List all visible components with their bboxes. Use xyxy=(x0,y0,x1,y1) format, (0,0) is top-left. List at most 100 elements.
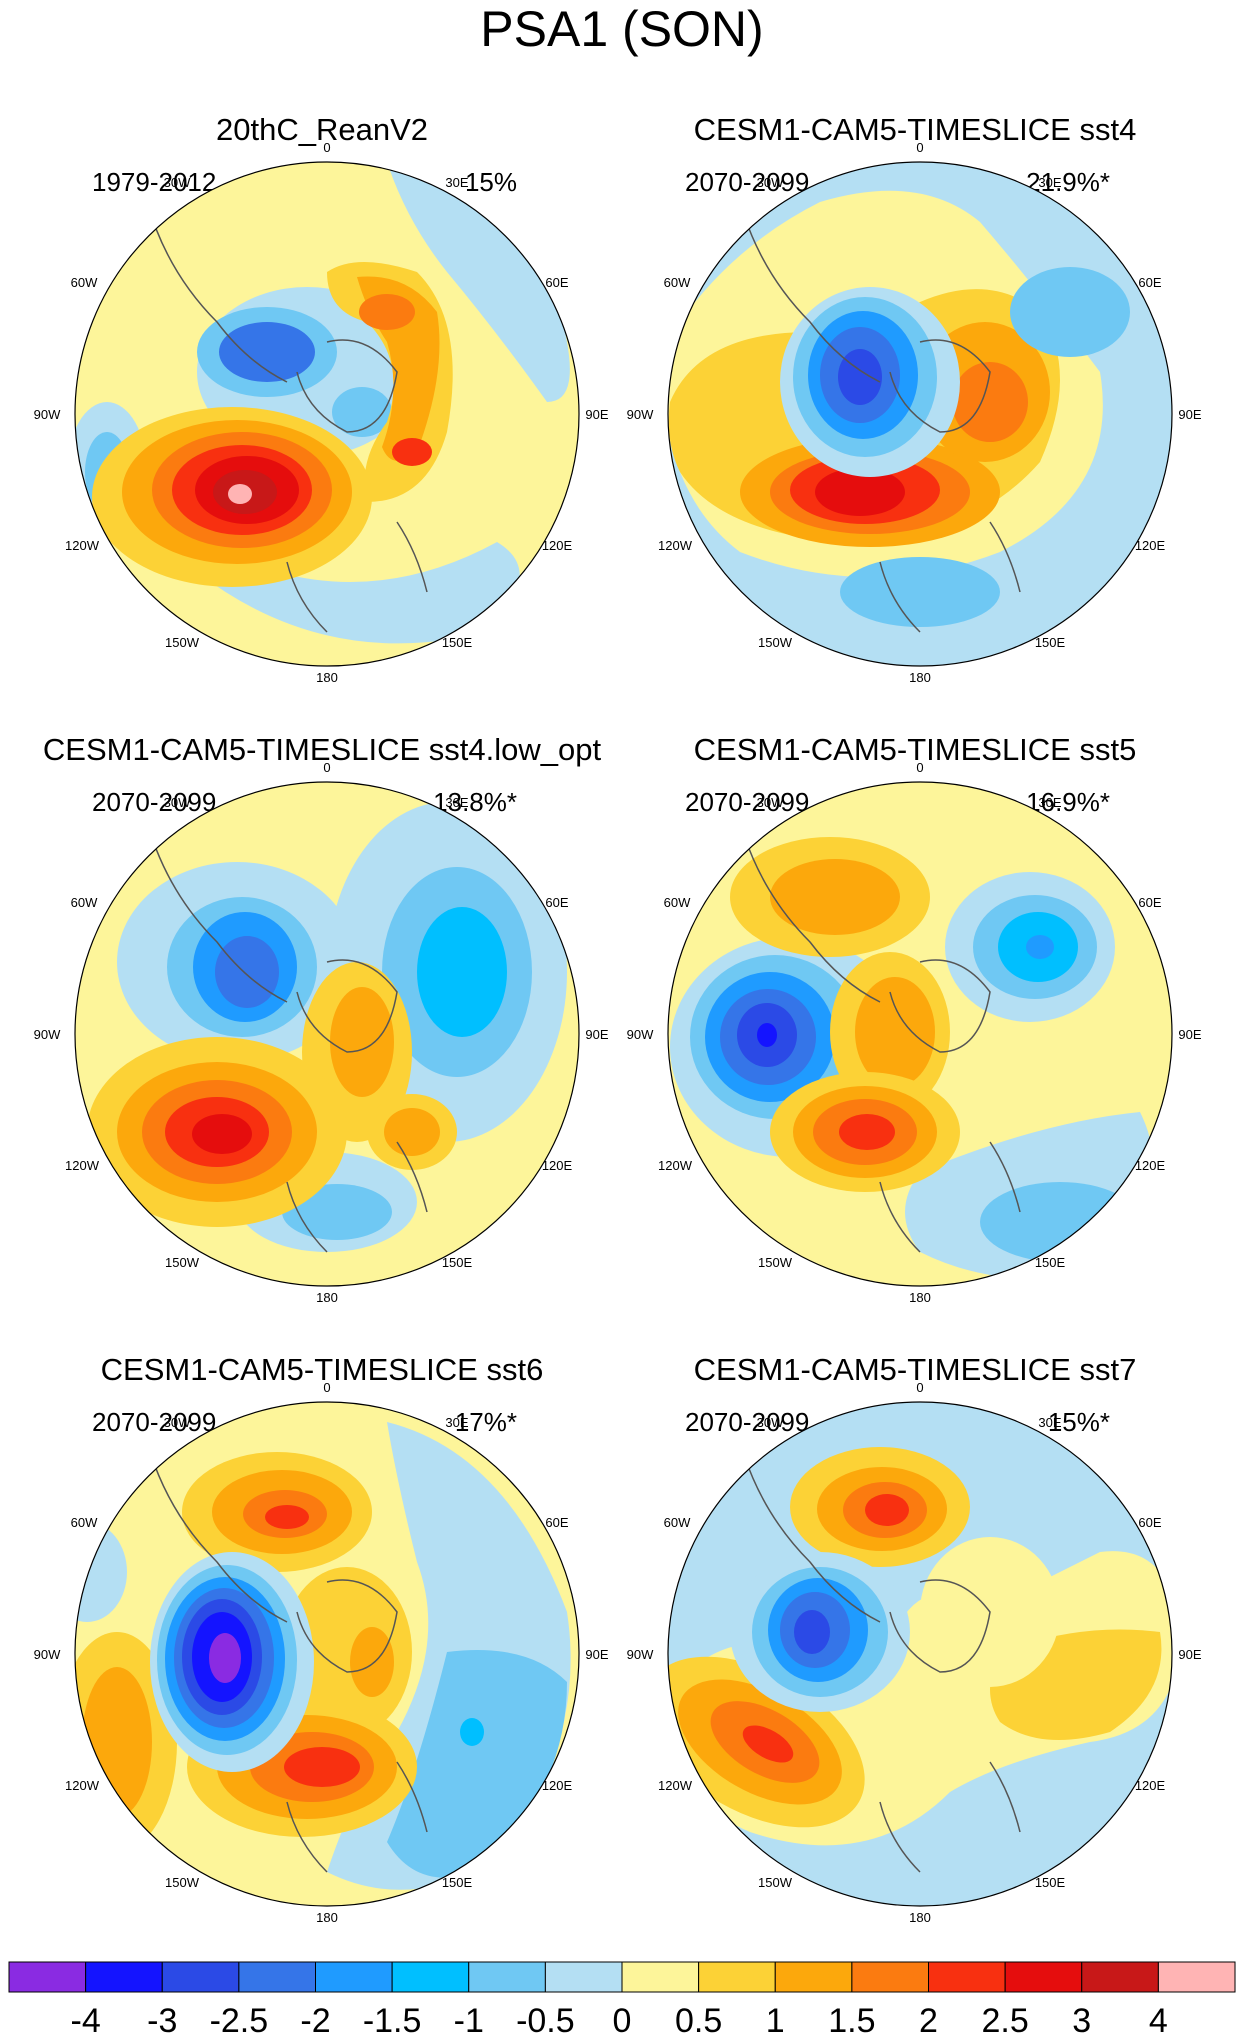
panel-title: CESM1-CAM5-TIMESLICE sst5 xyxy=(693,732,1137,767)
colorbar-swatch xyxy=(851,1961,930,1993)
anomaly-negative-region xyxy=(215,936,279,1008)
polar-map-1: 0 30E 60E 90E 120E 150E 180 150W 120W 90… xyxy=(34,140,609,685)
lon-label: 150W xyxy=(758,1875,793,1890)
colorbar-swatch xyxy=(1004,1961,1083,1993)
panel-period: 2070-2099 xyxy=(92,1407,217,1437)
polar-map-4: 0 30E 60E 90E 120E 150E 180 150W 120W 90… xyxy=(627,760,1202,1305)
lon-label: 120E xyxy=(542,538,573,553)
colorbar-swatch xyxy=(161,1961,240,1993)
anomaly-positive-region xyxy=(770,859,900,935)
map-panel-5: CESM1-CAM5-TIMESLICE sst6 2070-2099 17%* xyxy=(27,1312,617,1932)
coastline xyxy=(739,1441,1021,1873)
colorbar-label: 2 xyxy=(919,2002,938,2040)
lon-label: 30E xyxy=(1038,1415,1061,1430)
anomaly-positive-region xyxy=(384,1108,440,1156)
lon-label: 0 xyxy=(323,140,330,155)
lon-label: 30E xyxy=(445,1415,468,1430)
colorbar-swatch xyxy=(774,1961,853,1993)
colorbar-swatch xyxy=(391,1961,470,1993)
anomaly-positive-region xyxy=(265,1505,309,1529)
lon-label: 90E xyxy=(1178,1027,1201,1042)
coastline xyxy=(739,201,1021,633)
anomaly-negative-region xyxy=(460,1718,484,1746)
lon-label: 180 xyxy=(909,670,931,685)
anomaly-negative-region xyxy=(417,907,507,1037)
panel-title: CESM1-CAM5-TIMESLICE sst4.low_opt xyxy=(42,732,602,767)
lon-label: 120W xyxy=(658,538,693,553)
colorbar-swatch xyxy=(698,1961,776,1993)
lon-label: 150E xyxy=(442,1875,473,1890)
anomaly-positive-region xyxy=(359,294,415,330)
lon-label: 60E xyxy=(545,275,568,290)
colorbar-label: 2.5 xyxy=(981,2002,1028,2040)
anomaly-positive-region xyxy=(815,468,905,516)
colorbar-label: -2.5 xyxy=(210,2002,269,2040)
anomaly-positive-region xyxy=(82,1667,152,1817)
figure-title: PSA1 (SON) xyxy=(480,1,764,57)
panel-title: CESM1-CAM5-TIMESLICE sst6 xyxy=(100,1352,544,1387)
lon-label: 180 xyxy=(909,1910,931,1925)
lon-label: 30W xyxy=(164,175,191,190)
anomaly-negative-region xyxy=(219,322,315,382)
lon-label: 180 xyxy=(316,670,338,685)
anomaly-positive-region xyxy=(284,1747,360,1787)
anomaly-negative-region xyxy=(838,349,882,405)
lon-label: 150W xyxy=(758,635,793,650)
anomaly-negative-region xyxy=(1010,267,1130,357)
colorbar-label: 1.5 xyxy=(828,2002,875,2040)
lon-label: 30E xyxy=(1038,175,1061,190)
panel-title: 20thC_ReanV2 xyxy=(216,112,428,147)
lon-label: 120E xyxy=(1135,1158,1166,1173)
lon-label: 90E xyxy=(1178,407,1201,422)
lon-label: 150E xyxy=(1035,1255,1066,1270)
lon-label: 90W xyxy=(627,1027,654,1042)
lon-label: 60E xyxy=(1138,275,1161,290)
colorbar-swatch xyxy=(1157,1961,1236,1993)
colorbar-label: -4 xyxy=(71,2002,101,2040)
anomaly-positive-region xyxy=(192,1114,252,1154)
lon-label: 30W xyxy=(757,1415,784,1430)
lon-label: 90W xyxy=(627,407,654,422)
colorbar-swatch xyxy=(928,1961,1006,1993)
colorbar-label: -3 xyxy=(147,2002,177,2040)
colorbar-swatch xyxy=(315,1961,393,1993)
anomaly-negative-region xyxy=(75,1522,127,1622)
lon-label: 150E xyxy=(442,635,473,650)
colorbar: -4 -3 -2.5 -2 -1.5 -1 -0.5 0 0.5 1 1.5 2 2.5 3 4 xyxy=(8,1961,1236,2040)
lon-label: 90W xyxy=(627,1647,654,1662)
lon-label: 120E xyxy=(1135,1778,1166,1793)
coastline xyxy=(146,821,428,1253)
lon-label: 120W xyxy=(658,1778,693,1793)
lon-label: 120E xyxy=(542,1158,573,1173)
lon-label: 90E xyxy=(585,407,608,422)
lon-label: 90W xyxy=(34,407,61,422)
lon-label: 150W xyxy=(165,635,200,650)
polar-map-6: 0 30E 60E 90E 120E 150E 180 150W 120W 90… xyxy=(627,1380,1202,1925)
panel-period: 1979-2012 xyxy=(92,167,217,197)
anomaly-positive-region xyxy=(228,484,252,504)
lon-label: 60W xyxy=(664,895,691,910)
lon-label: 60E xyxy=(545,1515,568,1530)
longitude-labels: 0 30E 60E 90E 120E 150E 180 150W 120W 90… xyxy=(34,140,609,685)
colorbar-label: 0 xyxy=(613,2002,632,2040)
lon-label: 30E xyxy=(1038,795,1061,810)
lon-label: 90W xyxy=(34,1647,61,1662)
anomaly-positive-region xyxy=(392,438,432,466)
longitude-labels: 0 30E 60E 90E 120E 150E 180 150W 120W 90… xyxy=(627,1380,1202,1925)
anomaly-negative-region xyxy=(1026,935,1054,959)
map-panel-6: CESM1-CAM5-TIMESLICE sst7 2070-2099 15%* xyxy=(620,1312,1210,1932)
lon-label: 30E xyxy=(445,795,468,810)
anomaly-negative-region xyxy=(757,1023,777,1047)
lon-label: 90E xyxy=(1178,1647,1201,1662)
anomaly-positive-region xyxy=(855,977,935,1087)
anomaly-positive-region xyxy=(742,1725,794,1763)
colorbar-label: 0.5 xyxy=(675,2002,722,2040)
lon-label: 60E xyxy=(1138,895,1161,910)
lon-label: 90W xyxy=(34,1027,61,1042)
longitude-labels: 0 30E 60E 90E 120E 150E 180 150W 120W 90… xyxy=(627,760,1202,1305)
panel-title: CESM1-CAM5-TIMESLICE sst4 xyxy=(693,112,1137,147)
panel-period: 2070-2099 xyxy=(685,167,810,197)
panel-variance: 15% xyxy=(464,167,517,197)
polar-map-2: 0 30E 60E 90E 120E 150E 180 150W 120W 90… xyxy=(627,140,1202,685)
map-panel-3: CESM1-CAM5-TIMESLICE sst4.low_opt 2070-2… xyxy=(27,692,617,1312)
